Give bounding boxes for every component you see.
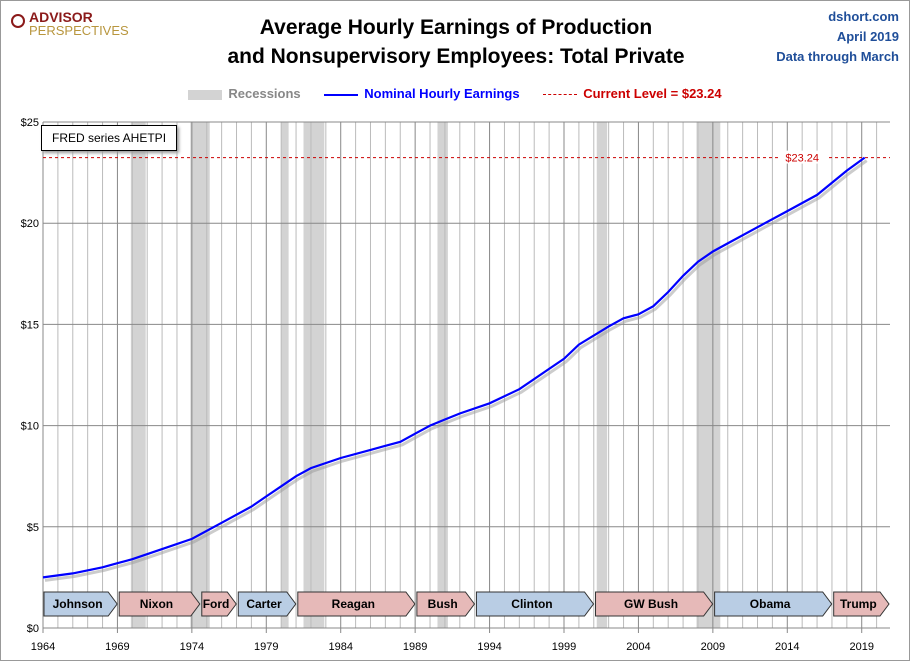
president-arrow: [833, 591, 890, 617]
x-tick-label: 1974: [180, 641, 204, 653]
president-arrow: [475, 591, 595, 617]
y-tick-label: $0: [27, 623, 39, 635]
president-label: Johnson: [53, 597, 103, 611]
x-tick-label: 1994: [477, 641, 501, 653]
president-arrow: [201, 591, 237, 617]
president-arrow: [43, 591, 118, 617]
recession-band: [596, 122, 608, 628]
president-arrow: [714, 591, 833, 617]
x-tick-label: 2019: [849, 641, 873, 653]
x-tick-label: 1964: [31, 641, 55, 653]
president-arrow: [416, 591, 476, 617]
source-note: Data through March: [776, 49, 899, 64]
legend-recessions: Recessions: [188, 86, 301, 101]
title-line2: and Nonsupervisory Employees: Total Priv…: [227, 45, 685, 68]
current-level-label: $23.24: [785, 153, 819, 165]
y-tick-label: $10: [21, 421, 39, 433]
recession-swatch: [188, 89, 223, 100]
logo-line1: ADVISOR: [29, 9, 93, 25]
source-date: April 2019: [836, 29, 899, 44]
source-info: dshort.com April 2019 Data through March: [776, 7, 899, 67]
chart-title: Average Hourly Earnings of Production an…: [201, 13, 711, 71]
recession-band: [437, 122, 448, 628]
logo-line2: PERSPECTIVES: [29, 23, 129, 38]
fred-series-note: FRED series AHETPI: [41, 125, 178, 151]
president-label: Carter: [246, 597, 282, 611]
president-arrow: [118, 591, 201, 617]
recession-band: [190, 122, 210, 628]
current-level-label-bg: [778, 150, 827, 164]
president-arrow: [595, 591, 714, 617]
x-tick-label: 1984: [328, 641, 352, 653]
y-tick-label: $5: [27, 522, 39, 534]
x-tick-label: 1999: [552, 641, 576, 653]
source-site: dshort.com: [828, 9, 899, 24]
president-label: Trump: [840, 597, 877, 611]
recession-band: [696, 122, 721, 628]
president-label: Ford: [203, 597, 230, 611]
president-label: Bush: [428, 597, 458, 611]
president-arrow: [237, 591, 297, 617]
series-line-nominal-earnings: [42, 156, 866, 579]
president-label: Obama: [750, 597, 791, 611]
y-tick-label: $25: [21, 117, 39, 129]
series-shadow: [44, 159, 868, 582]
president-label: Clinton: [511, 597, 552, 611]
legend-current: Current Level = $23.24: [543, 86, 722, 101]
line-swatch: [324, 93, 359, 96]
advisor-perspectives-logo: ADVISOR PERSPECTIVES: [9, 9, 129, 38]
x-tick-label: 1969: [105, 641, 129, 653]
recession-band: [303, 122, 325, 628]
x-tick-label: 2014: [775, 641, 799, 653]
y-tick-label: $20: [21, 218, 39, 230]
president-arrow: [297, 591, 416, 617]
president-label: Reagan: [332, 597, 375, 611]
recession-band: [130, 122, 146, 628]
x-tick-label: 1979: [254, 641, 278, 653]
recession-band: [281, 122, 289, 628]
dashed-swatch: [543, 94, 578, 96]
compass-icon: [11, 14, 25, 28]
x-tick-label: 1989: [403, 641, 427, 653]
legend-earnings: Nominal Hourly Earnings: [324, 86, 520, 101]
x-tick-label: 2009: [701, 641, 725, 653]
president-label: Nixon: [140, 597, 173, 611]
president-label: GW Bush: [624, 597, 678, 611]
title-line1: Average Hourly Earnings of Production: [259, 16, 653, 39]
y-tick-label: $15: [21, 319, 39, 331]
x-tick-label: 2004: [626, 641, 650, 653]
legend: Recessions Nominal Hourly Earnings Curre…: [1, 85, 909, 101]
